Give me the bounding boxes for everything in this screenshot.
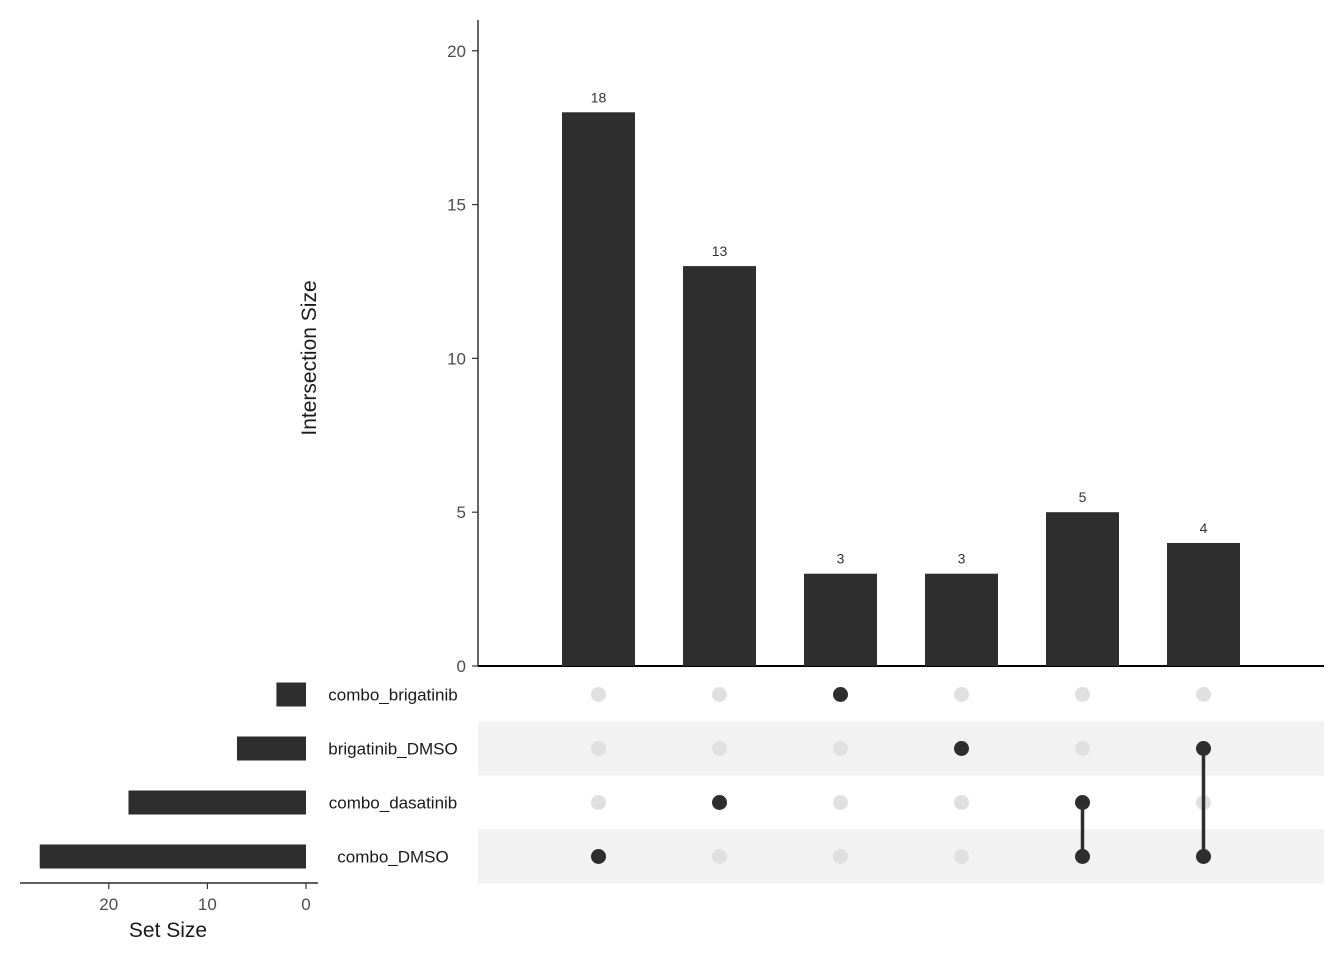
set-size-tick-label: 20 bbox=[99, 895, 118, 914]
set-size-bar bbox=[39, 844, 307, 869]
set-size-bar bbox=[276, 682, 306, 707]
matrix-dot-inactive bbox=[954, 687, 969, 702]
y-tick-label: 0 bbox=[457, 657, 466, 676]
matrix-dot-inactive bbox=[591, 741, 606, 756]
intersection-bar bbox=[683, 266, 756, 666]
set-name-label: combo_DMSO bbox=[337, 848, 448, 867]
matrix-stripes bbox=[478, 721, 1324, 884]
matrix-dot-inactive bbox=[1075, 687, 1090, 702]
matrix-dot-inactive bbox=[833, 795, 848, 810]
matrix-dot-active bbox=[712, 795, 727, 810]
set-size-bar bbox=[236, 736, 306, 761]
y-axis-title: Intersection Size bbox=[298, 280, 321, 435]
intersection-bar bbox=[1167, 542, 1240, 666]
matrix-dot-inactive bbox=[954, 795, 969, 810]
matrix-dot-active bbox=[591, 849, 606, 864]
set-name-label: combo_dasatinib bbox=[329, 794, 458, 813]
set-size-bar bbox=[128, 790, 306, 815]
y-tick-label: 15 bbox=[447, 196, 466, 215]
matrix-dot-active bbox=[833, 687, 848, 702]
bar-value-label: 18 bbox=[591, 89, 607, 105]
matrix-dot-inactive bbox=[712, 741, 727, 756]
matrix-dot-active bbox=[1075, 849, 1090, 864]
matrix-dot-active bbox=[1196, 741, 1211, 756]
bar-value-label: 3 bbox=[958, 551, 966, 567]
bar-value-label: 13 bbox=[712, 243, 728, 259]
matrix-dot-inactive bbox=[954, 849, 969, 864]
matrix-dot-inactive bbox=[712, 687, 727, 702]
set-name-label: brigatinib_DMSO bbox=[328, 740, 457, 759]
set-size-axis: 20 10 0 bbox=[20, 882, 318, 914]
bar-value-label: 5 bbox=[1079, 489, 1087, 505]
bar-value-label: 3 bbox=[837, 551, 845, 567]
matrix-dot-active bbox=[1075, 795, 1090, 810]
matrix-row-stripe bbox=[478, 829, 1324, 884]
intersection-bar bbox=[804, 573, 877, 666]
matrix-dot-inactive bbox=[591, 687, 606, 702]
matrix-dot-active bbox=[1196, 849, 1211, 864]
matrix-dot-inactive bbox=[1196, 687, 1211, 702]
set-size-tick-label: 10 bbox=[198, 895, 217, 914]
matrix-dot-inactive bbox=[833, 849, 848, 864]
matrix-dot-inactive bbox=[1075, 741, 1090, 756]
intersection-bars: 18 13 3 3 5 4 bbox=[562, 89, 1240, 667]
intersection-bar bbox=[925, 573, 998, 666]
matrix-dot-inactive bbox=[712, 849, 727, 864]
set-size-tick-label: 0 bbox=[301, 895, 310, 914]
set-size-bars bbox=[39, 682, 307, 869]
intersection-bar bbox=[562, 112, 635, 667]
set-size-axis-title: Set Size bbox=[129, 919, 207, 942]
set-labels: combo_brigatinib brigatinib_DMSO combo_das… bbox=[328, 686, 457, 867]
matrix-dot-inactive bbox=[833, 741, 848, 756]
intersection-bar bbox=[1046, 512, 1119, 666]
y-tick-label: 10 bbox=[447, 349, 466, 368]
y-tick-label: 5 bbox=[457, 503, 466, 522]
set-name-label: combo_brigatinib bbox=[328, 686, 457, 705]
matrix-dot-inactive bbox=[591, 795, 606, 810]
matrix-dot-active bbox=[954, 741, 969, 756]
intersection-matrix bbox=[591, 687, 1211, 864]
bar-value-label: 4 bbox=[1200, 520, 1208, 536]
matrix-row-stripe bbox=[478, 721, 1324, 776]
y-tick-label: 20 bbox=[447, 42, 466, 61]
intersection-size-axis: 0 5 10 15 20 bbox=[447, 20, 1324, 676]
